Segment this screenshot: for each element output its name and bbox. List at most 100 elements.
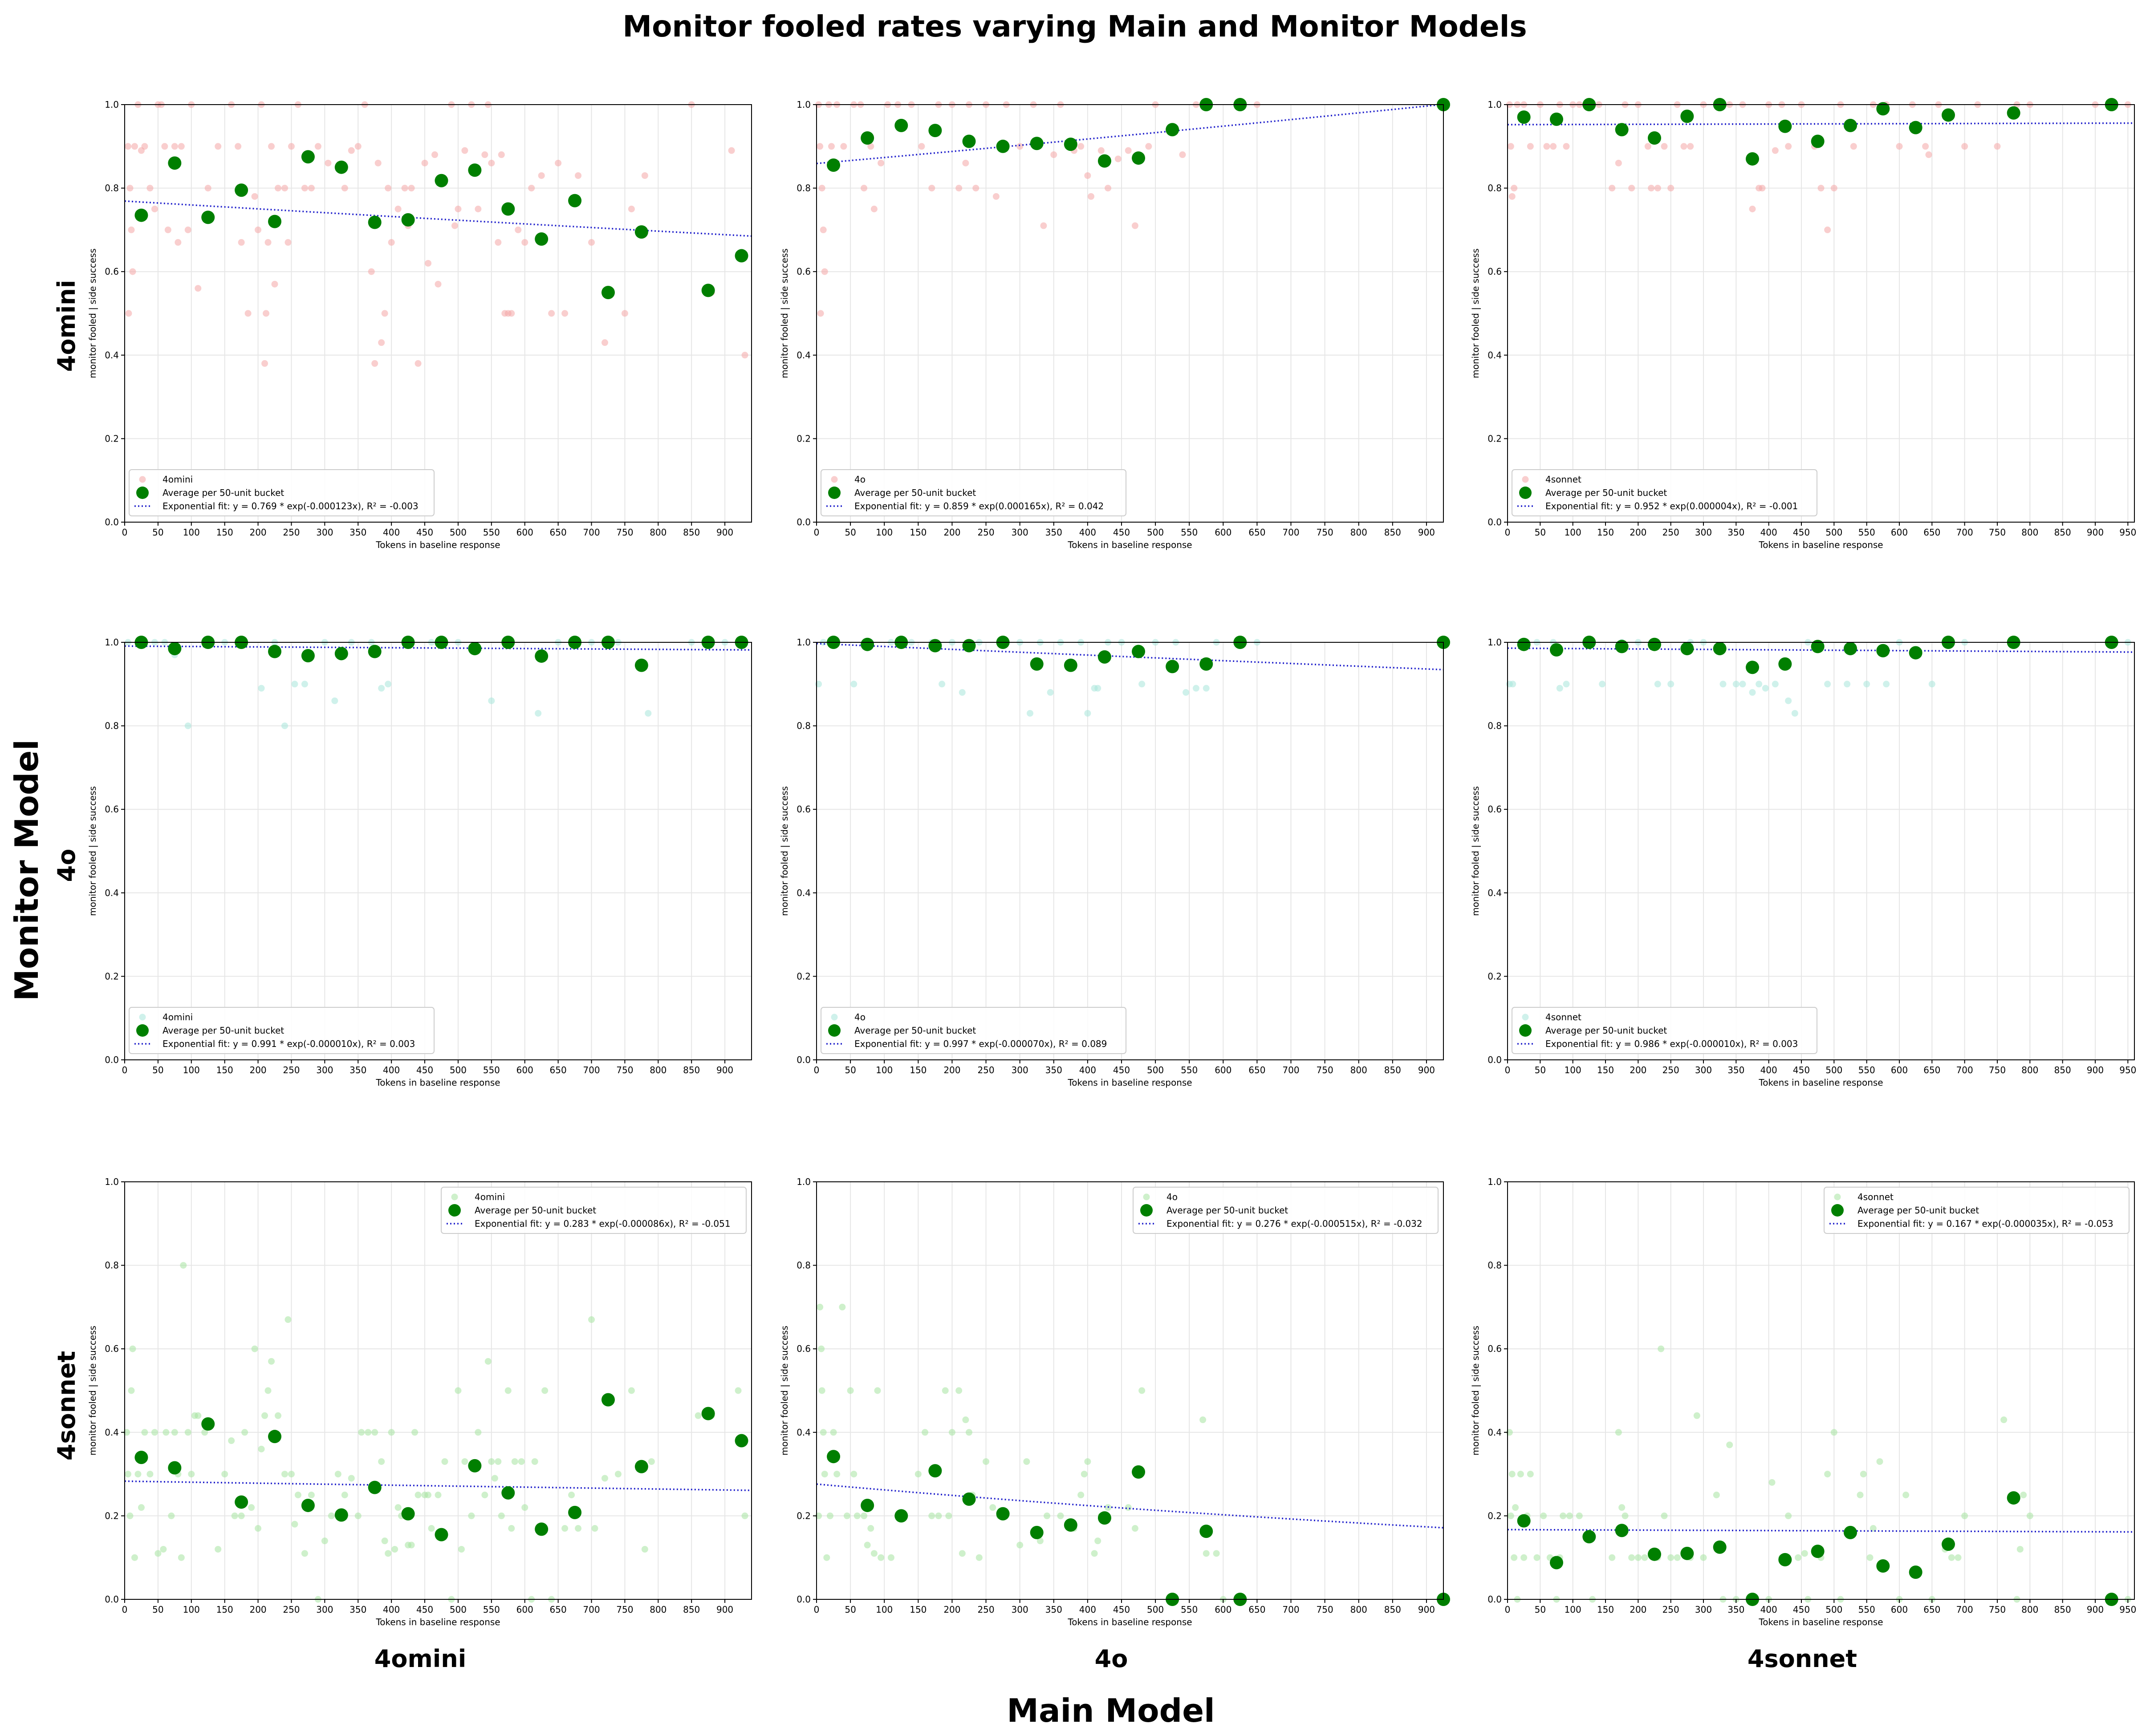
bucket-point bbox=[861, 637, 874, 651]
scatter-point bbox=[481, 151, 488, 158]
scatter-point bbox=[495, 1458, 502, 1465]
x-tick-label: 750 bbox=[616, 1604, 633, 1615]
scatter-point bbox=[959, 689, 966, 696]
legend-box bbox=[441, 1187, 747, 1234]
scatter-point bbox=[874, 1387, 881, 1394]
scatter-point bbox=[850, 681, 858, 688]
scatter-point bbox=[178, 143, 185, 150]
x-tick-label: 850 bbox=[1384, 1604, 1401, 1615]
scatter-point bbox=[161, 143, 168, 150]
scatter-point bbox=[415, 360, 422, 367]
x-tick-label: 700 bbox=[1956, 1604, 1973, 1615]
bucket-point bbox=[568, 1505, 582, 1519]
x-tick-label: 300 bbox=[1012, 1604, 1028, 1615]
x-tick-label: 50 bbox=[1535, 1604, 1546, 1615]
scatter-point bbox=[468, 1512, 475, 1519]
legend-marker-bucket bbox=[136, 1024, 149, 1037]
bucket-point bbox=[1746, 152, 1759, 166]
x-tick-label: 300 bbox=[1012, 1065, 1028, 1075]
x-tick-label: 300 bbox=[1012, 527, 1028, 538]
x-tick-label: 100 bbox=[1565, 1065, 1581, 1075]
y-tick-label: 0.2 bbox=[105, 433, 119, 444]
scatter-point bbox=[163, 1429, 170, 1436]
bucket-point bbox=[2007, 1491, 2020, 1505]
x-tick-label: 50 bbox=[1535, 527, 1546, 538]
scatter-point bbox=[238, 1512, 245, 1519]
x-tick-label: 150 bbox=[910, 1604, 927, 1615]
x-tick-label: 750 bbox=[1317, 527, 1333, 538]
y-tick-label: 0.4 bbox=[105, 888, 119, 898]
bucket-point bbox=[134, 1451, 148, 1464]
scatter-point bbox=[1105, 185, 1112, 192]
bucket-point bbox=[1064, 138, 1077, 151]
scatter-point bbox=[481, 1492, 488, 1498]
x-tick-label: 900 bbox=[716, 1604, 733, 1615]
x-tick-label: 400 bbox=[383, 1065, 400, 1075]
scatter-point bbox=[568, 1492, 575, 1498]
scatter-point bbox=[1609, 1554, 1616, 1561]
scatter-point bbox=[1508, 1471, 1516, 1478]
scatter-point bbox=[385, 681, 392, 688]
scatter-point bbox=[1026, 710, 1033, 717]
x-tick-label: 550 bbox=[483, 1604, 500, 1615]
x-tick-label: 50 bbox=[152, 527, 163, 538]
bucket-point bbox=[1615, 123, 1629, 137]
legend-label-points: 4sonnet bbox=[1545, 474, 1581, 485]
scatter-point bbox=[1520, 1554, 1528, 1561]
bucket-point bbox=[435, 174, 448, 187]
bucket-point bbox=[201, 211, 215, 224]
scatter-point bbox=[518, 1458, 525, 1465]
x-tick-label: 350 bbox=[1045, 1065, 1062, 1075]
scatter-point bbox=[508, 1525, 515, 1532]
legend-label-bucket: Average per 50-unit bucket bbox=[163, 487, 284, 498]
y-tick-label: 0.2 bbox=[797, 1510, 811, 1521]
x-tick-label: 200 bbox=[249, 1065, 266, 1075]
scatter-point bbox=[258, 685, 265, 692]
x-axis-label: Tokens in baseline response bbox=[1067, 1077, 1192, 1088]
y-axis-label: monitor fooled | side success bbox=[779, 786, 790, 916]
y-tick-label: 0.4 bbox=[1488, 1427, 1502, 1438]
scatter-point bbox=[491, 1475, 498, 1482]
x-tick-label: 300 bbox=[1695, 1604, 1712, 1615]
scatter-point bbox=[394, 1504, 402, 1511]
legend-box bbox=[1512, 1007, 1817, 1054]
bucket-point bbox=[1199, 1525, 1213, 1538]
scatter-point bbox=[1658, 1345, 1665, 1352]
legend-marker-points bbox=[1143, 1193, 1150, 1201]
scatter-point bbox=[354, 1512, 362, 1519]
bucket-point bbox=[468, 1459, 482, 1472]
bucket-point bbox=[601, 1393, 615, 1407]
scatter-point bbox=[1016, 1541, 1024, 1549]
scatter-point bbox=[820, 226, 827, 233]
x-tick-label: 50 bbox=[845, 527, 856, 538]
bucket-point bbox=[1746, 661, 1759, 674]
scatter-point bbox=[1860, 1471, 1867, 1478]
bucket-point bbox=[1517, 110, 1531, 124]
scatter-point bbox=[178, 1554, 185, 1561]
x-tick-label: 850 bbox=[683, 1604, 700, 1615]
scatter-point bbox=[945, 1512, 952, 1519]
legend-label-points: 4omini bbox=[475, 1192, 505, 1202]
x-tick-label: 800 bbox=[650, 1065, 667, 1075]
scatter-point bbox=[1527, 1471, 1534, 1478]
scatter-point bbox=[1615, 1429, 1622, 1436]
x-tick-label: 550 bbox=[483, 527, 500, 538]
bucket-point bbox=[1648, 1547, 1661, 1561]
bucket-point bbox=[861, 131, 874, 145]
scatter-point bbox=[1824, 1471, 1831, 1478]
bucket-point bbox=[168, 642, 182, 656]
x-tick-label: 500 bbox=[1147, 1604, 1164, 1615]
x-tick-label: 600 bbox=[1891, 1065, 1908, 1075]
scatter-point bbox=[1749, 689, 1756, 696]
x-tick-label: 800 bbox=[650, 1604, 667, 1615]
legend-label-bucket: Average per 50-unit bucket bbox=[854, 487, 976, 498]
scatter-point bbox=[348, 1475, 355, 1482]
scatter-point bbox=[1081, 1471, 1088, 1478]
x-tick-label: 300 bbox=[1695, 527, 1712, 538]
legend: 4omini Average per 50-unit bucket Exponent… bbox=[129, 469, 435, 516]
x-tick-label: 450 bbox=[1113, 527, 1130, 538]
row-label-4o: 4o bbox=[53, 849, 81, 882]
x-tick-label: 500 bbox=[1825, 1604, 1842, 1615]
x-tick-label: 100 bbox=[1565, 1604, 1581, 1615]
scatter-point bbox=[341, 185, 348, 192]
